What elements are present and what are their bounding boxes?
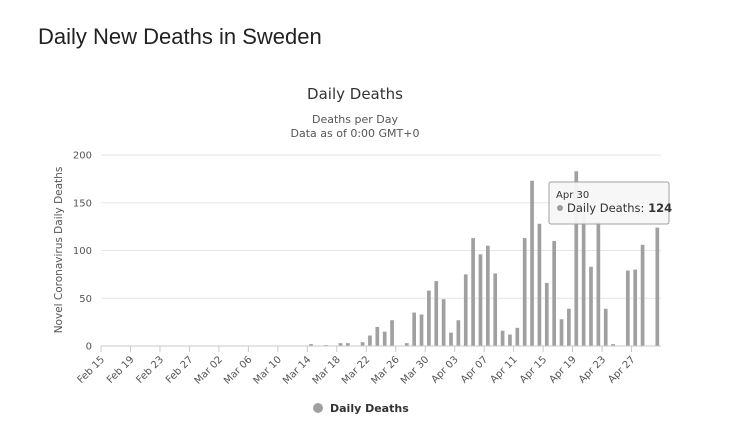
bar-apr-28[interactable] [640, 244, 645, 346]
bar-apr-09[interactable] [500, 330, 505, 346]
chart-subtitle-line2: Data as of 0:00 GMT+0 [291, 127, 420, 140]
x-tick-label: Apr 07 [459, 354, 490, 385]
bar-mar-27[interactable] [404, 343, 409, 346]
bar-apr-12[interactable] [522, 238, 527, 346]
tooltip-value-line: Daily Deaths: 124 [567, 201, 672, 215]
bar-apr-02[interactable] [449, 332, 453, 346]
bar-mar-28[interactable] [412, 312, 416, 346]
bar-apr-26[interactable] [626, 270, 630, 346]
legend[interactable]: Daily Deaths [313, 402, 409, 415]
y-axis-label: Novel Coronavirus Daily Deaths [53, 167, 65, 334]
y-tick-label: 0 [86, 342, 92, 353]
bar-apr-07[interactable] [486, 245, 490, 346]
y-tick-label: 150 [73, 198, 92, 209]
x-tick-label: Feb 27 [164, 354, 196, 386]
x-tick-label: Feb 19 [105, 354, 137, 386]
x-tick-label: Feb 15 [76, 354, 108, 386]
x-tick-label: Apr 03 [430, 354, 461, 385]
x-tick-label: Mar 22 [340, 354, 372, 386]
x-tick-label: Mar 10 [252, 354, 284, 386]
bar-apr-18[interactable] [567, 308, 571, 346]
bar-mar-22[interactable] [368, 335, 372, 346]
tooltip-value: 124 [648, 201, 672, 215]
bar-mar-29[interactable] [419, 314, 424, 346]
x-tick-label: Mar 26 [369, 354, 401, 386]
legend-marker-icon [313, 403, 323, 413]
bar-apr-19[interactable] [574, 171, 579, 346]
bar-apr-06[interactable] [478, 254, 483, 346]
y-tick-label: 200 [73, 151, 92, 162]
bar-apr-17[interactable] [559, 319, 564, 346]
tooltip: Apr 30 Daily Deaths: 124 [548, 181, 672, 225]
bar-apr-23[interactable] [603, 308, 608, 346]
bar-apr-16[interactable] [552, 240, 556, 346]
bar-apr-08[interactable] [493, 273, 498, 346]
bar-mar-25[interactable] [390, 320, 394, 346]
bar-apr-05[interactable] [471, 238, 475, 346]
bar-mar-21[interactable] [360, 342, 365, 346]
bar-apr-24[interactable] [611, 344, 615, 346]
y-tick-label: 100 [73, 246, 92, 257]
bar-apr-30[interactable] [655, 227, 660, 346]
x-tick-label: Mar 02 [193, 354, 225, 386]
x-tick-label: Feb 23 [135, 354, 167, 386]
x-tick-label: Mar 06 [222, 354, 254, 386]
bar-mar-30[interactable] [427, 290, 431, 346]
tooltip-series-label: Daily Deaths: [567, 201, 644, 215]
bar-mar-24[interactable] [382, 331, 387, 346]
bar-apr-27[interactable] [633, 269, 638, 346]
bar-mar-23[interactable] [375, 326, 380, 346]
tooltip-box [548, 181, 670, 225]
legend-label: Daily Deaths [330, 402, 409, 415]
bar-mar-31[interactable] [434, 281, 439, 346]
bar-apr-01[interactable] [441, 299, 446, 346]
bar-apr-03[interactable] [456, 320, 461, 346]
tooltip-date: Apr 30 [556, 190, 589, 201]
bar-apr-20[interactable] [581, 207, 586, 346]
x-tick-label: Mar 18 [311, 354, 343, 386]
x-tick-label: Mar 30 [399, 354, 431, 386]
x-tick-label: Apr 27 [606, 354, 637, 385]
bar-apr-14[interactable] [537, 223, 542, 346]
x-tick-label: Mar 14 [281, 354, 313, 386]
x-tick-label: Apr 19 [547, 354, 578, 385]
chart-subtitle-line1: Deaths per Day [312, 113, 398, 126]
bar-apr-11[interactable] [515, 327, 520, 346]
tooltip-marker-icon [557, 205, 563, 211]
bar-apr-15[interactable] [544, 282, 549, 346]
bar-apr-22[interactable] [596, 221, 601, 346]
x-tick-label: Apr 23 [577, 354, 608, 385]
chart-title: Daily Deaths [307, 85, 403, 103]
bar-mar-18[interactable] [338, 343, 343, 346]
bar-apr-21[interactable] [589, 266, 593, 346]
bar-apr-04[interactable] [463, 274, 468, 346]
x-tick-label: Apr 15 [518, 354, 549, 385]
page-title: Daily New Deaths in Sweden [38, 24, 322, 49]
bar-mar-19[interactable] [346, 343, 350, 346]
bar-apr-13[interactable] [530, 180, 534, 346]
y-tick-label: 50 [79, 294, 92, 305]
x-tick-label: Apr 11 [488, 354, 519, 385]
bar-apr-10[interactable] [508, 334, 512, 346]
bar-mar-14[interactable] [309, 344, 313, 346]
